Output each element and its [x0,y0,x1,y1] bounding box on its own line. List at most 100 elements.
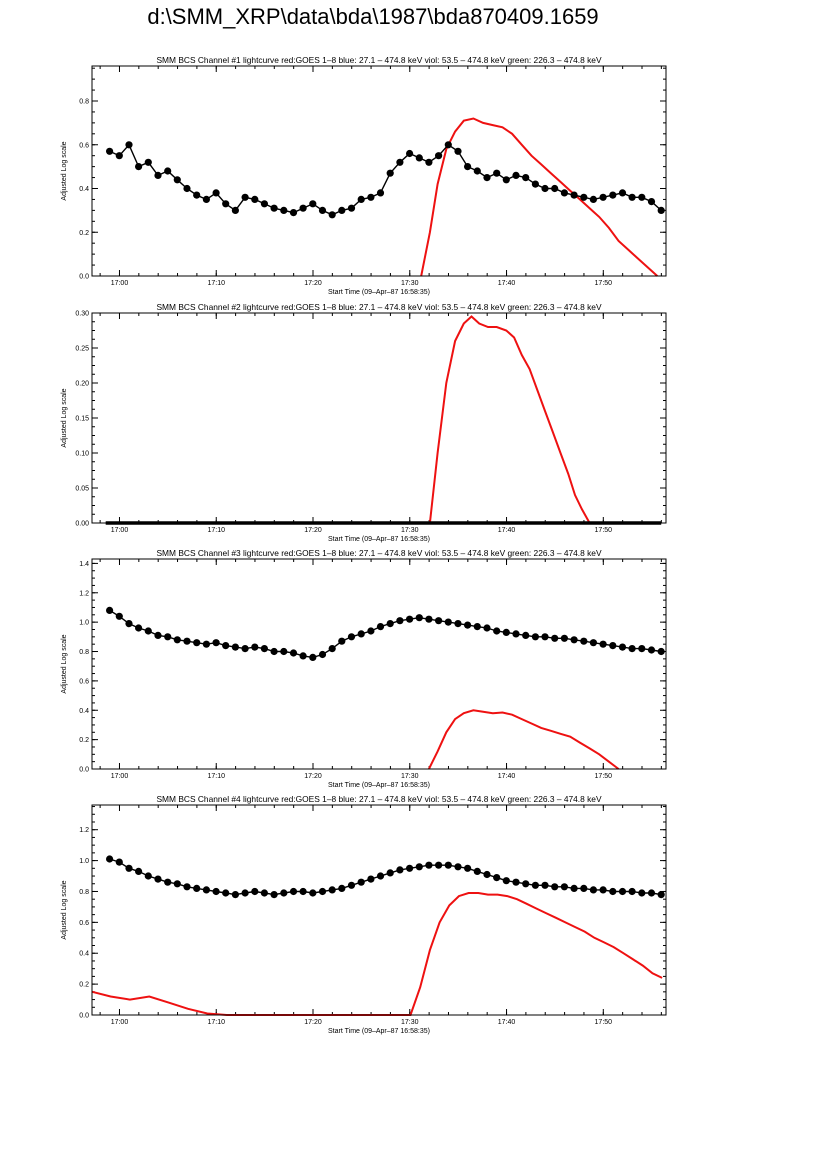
chart-1-series-bcs-point [638,193,646,201]
chart-1-series-bcs-point [376,189,385,197]
chart-3-series-bcs-point [406,615,414,623]
chart-3-ytick-label: 1.0 [79,620,89,627]
chart-2-xtick-label: 17:00 [111,527,129,534]
chart-1-series-bcs-point [251,195,259,203]
chart-3-ytick-label: 0.4 [79,708,89,715]
chart-1-series-bcs-point [125,141,133,149]
chart-4-series-bcs-point [309,889,317,897]
chart-3-series-bcs-point [560,634,569,642]
chart-1-series-bcs-point [493,169,501,177]
chart-3-series-bcs-point [425,615,433,623]
chart-4-series-bcs-point [512,878,520,886]
chart-1-series-bcs-point [231,206,239,214]
chart-4-series-bcs-point [270,891,278,899]
chart-4-series-bcs-point [618,887,627,896]
chart-1-series-bcs-point [135,163,143,171]
chart-1-series-bcs-point [280,206,288,214]
page-title: d:\SMM_XRP\data\bda\1987\bda870409.1659 [147,4,599,29]
chart-1-series-bcs-point [183,184,191,193]
chart-3-series-bcs-point [202,640,210,648]
chart-3-series-bcs-point [376,623,385,631]
chart-3-series-bcs-point [125,620,133,628]
chart-3-series-bcs-line [109,609,662,659]
chart-4-xtick-label: 17:10 [207,1019,225,1026]
chart-1-series-bcs-point [483,174,491,182]
chart-3-series-bcs-point [357,630,365,638]
chart-4-xtick-label: 17:00 [111,1019,129,1026]
chart-3-series-bcs-point [599,640,607,648]
chart-3-xtick-label: 17:20 [304,773,322,780]
chart-3-series-bcs-point [386,620,394,628]
chart-1-series-bcs-line [109,143,662,216]
chart-4-series-bcs-point [589,886,598,894]
chart-4-frame [91,804,667,1016]
chart-3-series-bcs-point [193,639,201,647]
chart-4-series-bcs-point [357,878,365,886]
chart-4-series-bcs-point [193,884,201,893]
chart-3-series-bcs-point [512,630,520,638]
chart-4-series-bcs-point [454,863,462,871]
chart-1-series-bcs-point [289,209,298,217]
chart-3-series-bcs-point [338,637,346,645]
chart-4-series-bcs-point [202,886,210,894]
chart-4-series-bcs-point [580,884,588,893]
chart-4-ylabel: Adjusted Log scale [61,880,68,939]
chart-3-series-bcs-point [464,621,472,629]
chart-1-ytick-label: 0.0 [79,274,89,281]
chart-1-series-bcs-point [106,147,114,155]
chart-4-series-bcs-point [173,880,181,888]
chart-4-series-bcs-point [425,861,433,869]
chart-1-series-bcs-point [318,206,327,214]
chart-1-series-bcs-point [193,191,201,199]
chart-3-series-bcs-point [473,623,481,631]
chart-3-series-bcs-point [531,633,540,641]
chart-4-series-bcs-point [280,889,288,897]
chart-4-series-bcs-point [212,887,220,896]
chart-4-series-bcs-point [657,891,665,899]
chart-4-series-bcs-point [609,887,617,896]
chart-4-series-goes-line [91,892,663,1016]
chart-3-xtick-label: 17:30 [401,773,419,780]
chart-4-series-bcs-point [599,886,607,894]
chart-4-series-bcs-point [164,878,172,886]
chart-4-series-bcs-point [541,881,549,889]
chart-1-series-bcs-point [154,171,162,179]
chart-1-series-bcs-point [241,193,249,201]
chart-4-series-bcs-point [493,874,501,882]
chart-2-ytick-label: 0.15 [75,416,89,423]
chart-1-ytick-label: 0.8 [79,99,89,106]
chart-4-series-bcs-point [328,886,336,894]
chart-4-ytick-label: 1.0 [79,858,89,865]
chart-3-series-bcs-point [628,645,636,653]
chart-4-series-bcs-point [125,864,133,872]
chart-3-xtick-label: 17:00 [111,773,129,780]
chart-1-series-bcs-point [560,189,569,197]
chart-3-series-bcs-point [289,649,298,657]
chart-1-series-bcs-point [309,200,317,208]
chart-1-series-bcs-point [202,195,210,203]
chart-4-ytick-label: 1.2 [79,827,89,834]
chart-4-series-bcs-point [628,887,636,896]
chart-3-series-bcs-point [435,617,443,625]
chart-1-series-bcs-point [454,147,462,155]
chart-3-series-bcs-point [541,633,549,641]
chart-1-series-bcs-point [599,193,607,201]
chart-1-series-bcs-point [522,174,530,182]
chart-3-series-bcs-point [173,636,181,644]
chart-4-series-bcs-point [299,887,307,896]
chart-1-ytick-label: 0.6 [79,142,89,149]
chart-4-series-bcs-point [231,891,239,899]
chart-3-series-bcs-point [318,650,327,659]
chart-2-ytick-label: 0.05 [75,486,89,493]
chart-4-xtick-label: 17:50 [595,1019,613,1026]
chart-3-frame [91,558,667,770]
chart-3-series-bcs-point [231,643,239,651]
chart-4-series-bcs-point [347,881,356,889]
chart-1-series-bcs-point [386,169,394,177]
chart-1-series-bcs-point [328,211,336,219]
chart-2-xtick-label: 17:20 [304,527,322,534]
chart-1-xtick-label: 17:00 [111,280,129,287]
chart-3-xlabel: Start Time (09–Apr–87 16:58:35) [328,782,430,789]
chart-2-ytick-label: 0.10 [75,451,89,458]
chart-1-series-bcs-point [541,184,549,193]
